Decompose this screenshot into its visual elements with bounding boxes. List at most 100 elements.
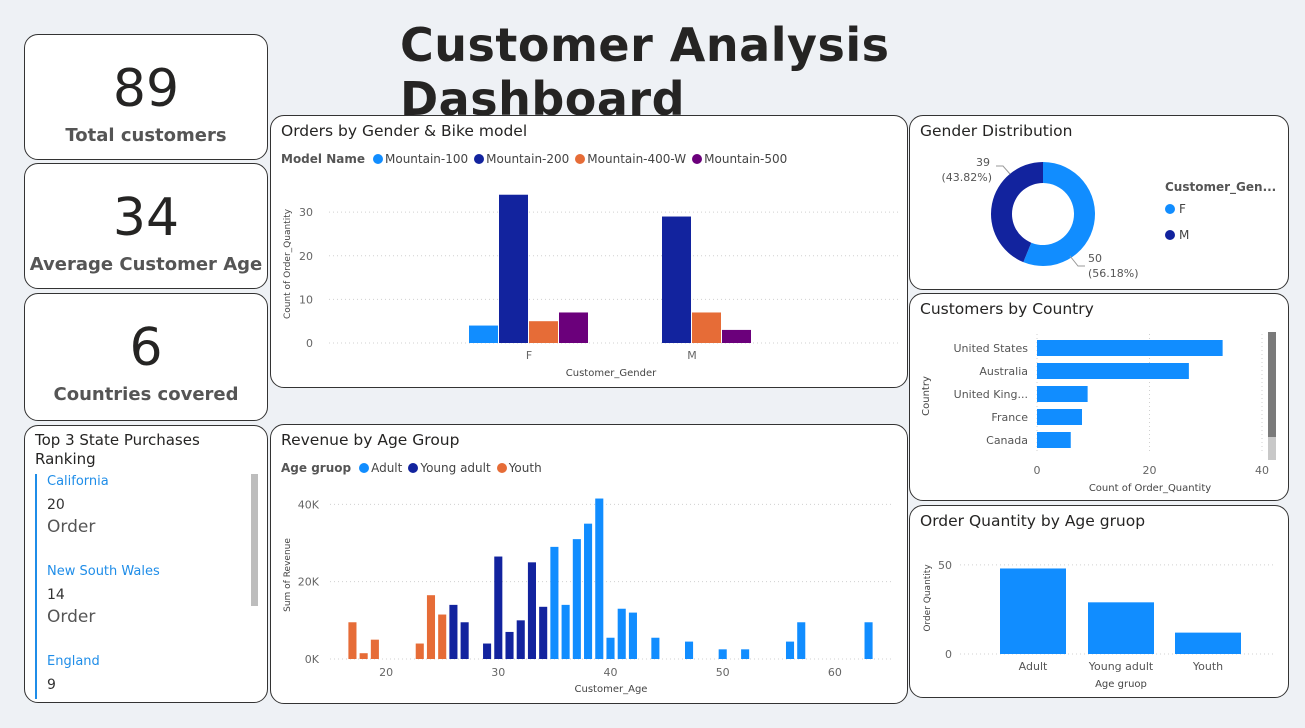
bar-age-56 [785, 641, 795, 659]
x-tick-label: 20 [1143, 464, 1157, 477]
donut-slice-f [1023, 162, 1095, 266]
chart-legend: Model Name Mountain-100 Mountain-200 Mou… [281, 152, 787, 166]
customers-country-chart: 0 20 40 United States Australia United King..… [921, 334, 1269, 494]
bar-age-32 [516, 620, 525, 659]
legend-item-m[interactable]: M [1165, 228, 1276, 242]
legend-title: Model Name [281, 152, 365, 166]
y-tick-label: France [991, 411, 1028, 424]
y-axis-title: Order Quantity [923, 564, 933, 632]
gender-distribution-panel[interactable]: Gender Distribution 50 (56.18%) 39 (43.82%)… [909, 115, 1289, 290]
state-unit: Order [47, 607, 96, 627]
revenue-age-panel[interactable]: Revenue by Age Group Age gruop Adult You… [270, 424, 908, 704]
bar-age-27 [460, 622, 469, 659]
kpi-label: Total customers [65, 125, 227, 146]
legend-item-f[interactable]: F [1165, 202, 1276, 216]
orders-gender-model-panel[interactable]: Orders by Gender & Bike model Model Name… [270, 115, 908, 388]
bar-age-19 [370, 639, 379, 659]
kpi-label: Countries covered [53, 384, 239, 405]
x-tick-label: Young adult [1088, 660, 1154, 673]
bar-age-36 [561, 604, 570, 659]
gender-donut-chart: 50 (56.18%) 39 (43.82%) [941, 156, 1139, 280]
state-item-england[interactable]: England 9 [47, 654, 257, 702]
bar-age-35 [550, 546, 559, 659]
customers-country-panel[interactable]: Customers by Country 0 20 40 United States A… [909, 293, 1289, 501]
label-leader [1069, 255, 1085, 267]
order-qty-age-chart: 0 50 Adult Young adult Youth Age gruop Order Q… [923, 559, 1275, 690]
states-scrollbar[interactable] [251, 474, 258, 606]
bar-age-23 [415, 643, 424, 659]
x-tick-label: Adult [1019, 660, 1048, 673]
bar-country [1037, 340, 1223, 356]
bar-age-34 [539, 606, 548, 659]
y-axis-title: Sum of Revenue [283, 538, 293, 612]
legend-item[interactable]: Mountain-100 [373, 152, 468, 166]
x-axis-title: Customer_Gender [566, 368, 657, 379]
kpi-average-age[interactable]: 34 Average Customer Age [24, 163, 268, 289]
revenue-age-chart: 0K 20K 40K 20 30 40 50 60 Customer_Age Sum of Rev… [283, 498, 891, 695]
slice-pct-label: (43.82%) [941, 171, 992, 184]
bar-age-44 [651, 637, 660, 659]
state-value: 20 [47, 497, 65, 513]
bar-age-26 [449, 604, 458, 659]
bar-age-30 [494, 556, 503, 659]
state-name: New South Wales [47, 564, 160, 579]
chart-title: Order Quantity by Age gruop [920, 512, 1146, 530]
bar-age-40 [606, 637, 615, 659]
y-tick-label: 30 [299, 206, 313, 219]
bar-mountain-400-w [692, 312, 721, 343]
donut-legend: Customer_Gen... F M [1165, 180, 1276, 242]
country-scrollbar-thumb[interactable] [1268, 332, 1276, 437]
kpi-value: 34 [112, 188, 180, 248]
state-value: 9 [47, 677, 56, 693]
legend-item[interactable]: Adult [359, 461, 402, 475]
bar-age-group [1000, 568, 1066, 654]
state-item-new-south-wales[interactable]: New South Wales 14 Order [47, 564, 257, 654]
y-tick-label: United States [954, 342, 1029, 355]
legend-item[interactable]: Young adult [408, 461, 491, 475]
y-tick-label: 0 [306, 337, 313, 350]
label-leader [996, 165, 1011, 175]
kpi-value: 6 [129, 318, 163, 378]
bar-mountain-100 [469, 325, 498, 343]
y-tick-label: Australia [979, 365, 1028, 378]
bar-age-group [1175, 632, 1241, 654]
state-item-california[interactable]: California 20 Order [47, 474, 257, 564]
slice-value-label: 50 [1088, 252, 1102, 265]
state-value: 14 [47, 587, 65, 603]
x-tick-label: F [526, 349, 532, 362]
kpi-total-customers[interactable]: 89 Total customers [24, 34, 268, 160]
state-name: England [47, 654, 100, 669]
bar-country [1037, 432, 1071, 448]
kpi-label: Average Customer Age [29, 254, 263, 275]
kpi-value: 89 [112, 59, 180, 119]
chart-title: Revenue by Age Group [281, 431, 460, 449]
y-tick-label: 0K [305, 653, 320, 666]
y-tick-label: 0 [945, 648, 952, 661]
donut-slice-m [991, 162, 1043, 263]
y-tick-label: 20 [299, 250, 313, 263]
x-tick-label: 60 [828, 666, 842, 679]
legend-item[interactable]: Mountain-500 [692, 152, 787, 166]
chart-title: Gender Distribution [920, 122, 1073, 140]
bar-country [1037, 386, 1088, 402]
bar-age-52 [741, 649, 750, 659]
bar-age-group [1088, 602, 1154, 654]
bar-age-37 [572, 539, 581, 659]
legend-item[interactable]: Mountain-400-W [575, 152, 686, 166]
x-tick-label: 30 [491, 666, 505, 679]
x-tick-label: Youth [1192, 660, 1223, 673]
orders-gender-chart: 0 10 20 30 F M Customer_Gender Count of Order_Q… [283, 194, 901, 379]
bar-mountain-500 [559, 312, 588, 343]
legend-item[interactable]: Youth [496, 461, 542, 475]
legend-item[interactable]: Mountain-200 [474, 152, 569, 166]
slice-pct-label: (56.18%) [1088, 267, 1139, 280]
panel-title-line2: Ranking [35, 450, 96, 468]
top-states-panel[interactable]: Top 3 State Purchases Ranking California… [24, 425, 268, 703]
bar-age-17 [348, 622, 357, 659]
kpi-countries[interactable]: 6 Countries covered [24, 293, 268, 421]
chart-legend: Age gruop Adult Young adult Youth [281, 461, 542, 475]
order-qty-age-panel[interactable]: Order Quantity by Age gruop 0 50 Adult Youn… [909, 505, 1289, 698]
state-unit: Order [47, 517, 96, 537]
chart-title: Customers by Country [920, 300, 1094, 318]
x-tick-label: 40 [604, 666, 618, 679]
